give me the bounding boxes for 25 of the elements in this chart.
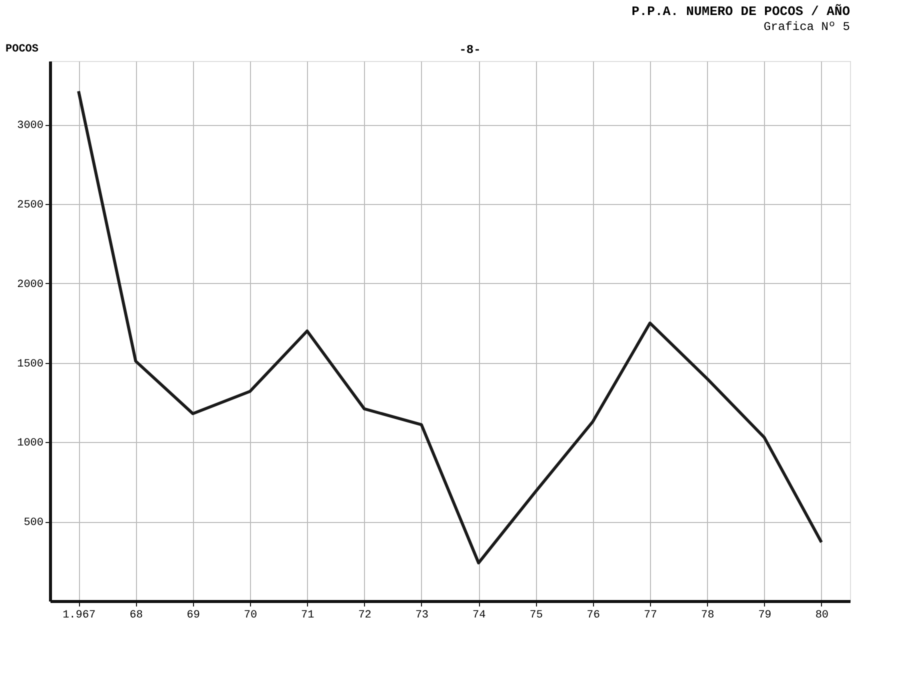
x-tick-label: 75 [530,610,543,622]
x-tick-label: 71 [301,610,315,622]
y-axis-title: POCOS [6,44,39,56]
x-tick-label: 73 [415,610,429,622]
x-tick-label: 70 [244,610,258,622]
text: -8- [459,43,481,57]
y-tick-label: 1500 [17,358,44,370]
y-tick-label: 1000 [17,438,44,450]
chart-title: P.P.A. NUMERO DE POCOS / AÑO [632,4,850,19]
y-tick-label: 500 [24,517,44,530]
y-tick-label: 2500 [17,199,44,212]
x-tick-label: 74 [472,610,486,622]
x-tick-label: 78 [701,610,714,622]
line-series [77,90,823,564]
x-tick-label: 76 [586,610,600,622]
x-tick-label: 80 [815,610,829,622]
x-tick-label: 68 [130,610,143,622]
y-tick-label: 2000 [17,278,44,291]
x-tick-label: 1.967 [62,610,96,622]
y-tick-label: 3000 [17,120,44,132]
x-tick-label: 77 [644,610,658,622]
x-tick-label: 72 [358,610,372,622]
x-tick-label: 69 [186,610,200,622]
chart-subtitle: Grafica Nº 5 [764,20,850,34]
x-tick-label: 79 [758,610,772,622]
